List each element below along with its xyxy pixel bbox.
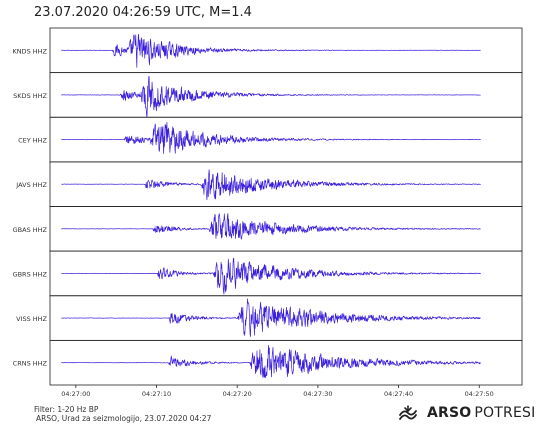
station-label: VISS HHZ xyxy=(16,315,47,323)
x-tick-label: 04:27:20 xyxy=(223,390,252,398)
seismic-trace xyxy=(61,33,481,68)
seismic-trace xyxy=(61,122,481,154)
x-tick-label: 04:27:10 xyxy=(142,390,171,398)
credit-note: ARSO, Urad za seizmologijo, 23.07.2020 0… xyxy=(36,414,212,423)
seismic-trace xyxy=(61,258,481,295)
station-label: GBRS HHZ xyxy=(13,270,48,278)
seismic-trace xyxy=(61,298,481,337)
station-label: CRNS HHZ xyxy=(13,360,48,368)
station-panel xyxy=(49,339,523,386)
brand-name-bold: ARSO xyxy=(427,405,472,421)
station-label: JAVS HHZ xyxy=(15,181,47,189)
station-label: KNDS HHZ xyxy=(12,47,47,55)
x-tick-label: 04:27:00 xyxy=(61,390,90,398)
chart-title: 23.07.2020 04:26:59 UTC, M=1.4 xyxy=(34,5,252,20)
brand-logo: ARSO POTRESI xyxy=(397,402,535,424)
x-tick-label: 04:27:40 xyxy=(384,390,413,398)
seismic-trace xyxy=(61,76,481,118)
station-label: CEY HHZ xyxy=(18,137,47,145)
x-tick-label: 04:27:30 xyxy=(303,390,332,398)
station-label: GBAS HHZ xyxy=(13,226,48,234)
x-tick-label: 04:27:50 xyxy=(465,390,494,398)
arso-wave-logo-icon xyxy=(399,405,417,420)
seismic-trace xyxy=(61,169,481,201)
seismic-trace xyxy=(61,213,481,240)
seismic-trace xyxy=(61,344,481,379)
station-label: SKDS HHZ xyxy=(13,92,47,100)
brand-name-normal: POTRESI xyxy=(474,405,536,421)
filter-note: Filter: 1-20 Hz BP xyxy=(34,405,99,414)
